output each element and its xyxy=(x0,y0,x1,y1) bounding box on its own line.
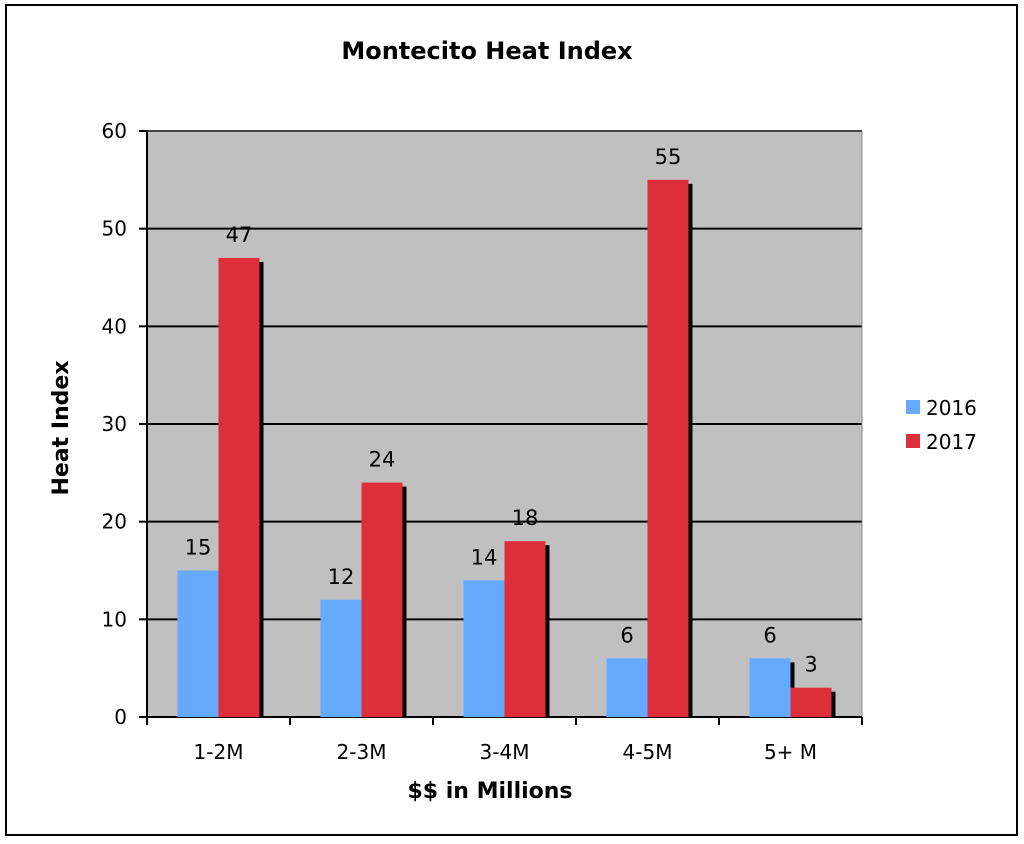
x-axis-title: $$ in Millions xyxy=(407,779,572,804)
data-label: 3 xyxy=(804,653,817,677)
bar-2016 xyxy=(606,658,648,717)
data-label: 15 xyxy=(185,536,212,560)
bar-2017 xyxy=(361,482,403,717)
data-label: 6 xyxy=(620,623,633,647)
y-tick-label: 20 xyxy=(102,510,127,534)
x-tick-label: 4-5M xyxy=(623,740,673,764)
bar-2016 xyxy=(749,658,791,717)
chart-title: Montecito Heat Index xyxy=(341,37,633,65)
x-tick-label: 2-3M xyxy=(337,740,387,764)
bar-2017 xyxy=(504,541,546,717)
data-label: 24 xyxy=(369,448,396,472)
plot-area: 0 10 20 30 40 50 60 1-2M 15 47 2-3M 12 24 3-4M 14 18 4-5… xyxy=(102,119,863,764)
legend-label: 2017 xyxy=(926,430,977,454)
y-tick-label: 0 xyxy=(114,705,127,729)
y-tick-label: 40 xyxy=(102,314,127,338)
data-label: 47 xyxy=(226,223,253,247)
y-tick-label: 50 xyxy=(102,217,127,241)
legend: 2016 2017 xyxy=(906,396,977,454)
bar-2017 xyxy=(790,687,832,717)
legend-label: 2016 xyxy=(926,396,977,420)
y-tick-label: 10 xyxy=(102,607,127,631)
data-label: 14 xyxy=(471,545,498,569)
data-label: 6 xyxy=(763,623,776,647)
y-axis-title: Heat Index xyxy=(49,360,74,495)
y-tick-label: 30 xyxy=(102,412,127,436)
data-label: 18 xyxy=(512,506,539,530)
bar-2016 xyxy=(463,580,505,717)
bar-2017 xyxy=(647,179,689,718)
bar-2016 xyxy=(320,599,362,717)
data-label: 55 xyxy=(655,145,682,169)
x-tick-label: 1-2M xyxy=(194,740,244,764)
x-tick-label: 3-4M xyxy=(480,740,530,764)
x-tick-label: 5+ M xyxy=(764,740,817,764)
legend-swatch xyxy=(906,434,920,448)
y-tick-label: 60 xyxy=(102,119,127,143)
legend-swatch xyxy=(906,400,920,414)
bar-2017 xyxy=(218,257,260,717)
data-label: 12 xyxy=(328,565,355,589)
bar-2016 xyxy=(177,570,219,717)
